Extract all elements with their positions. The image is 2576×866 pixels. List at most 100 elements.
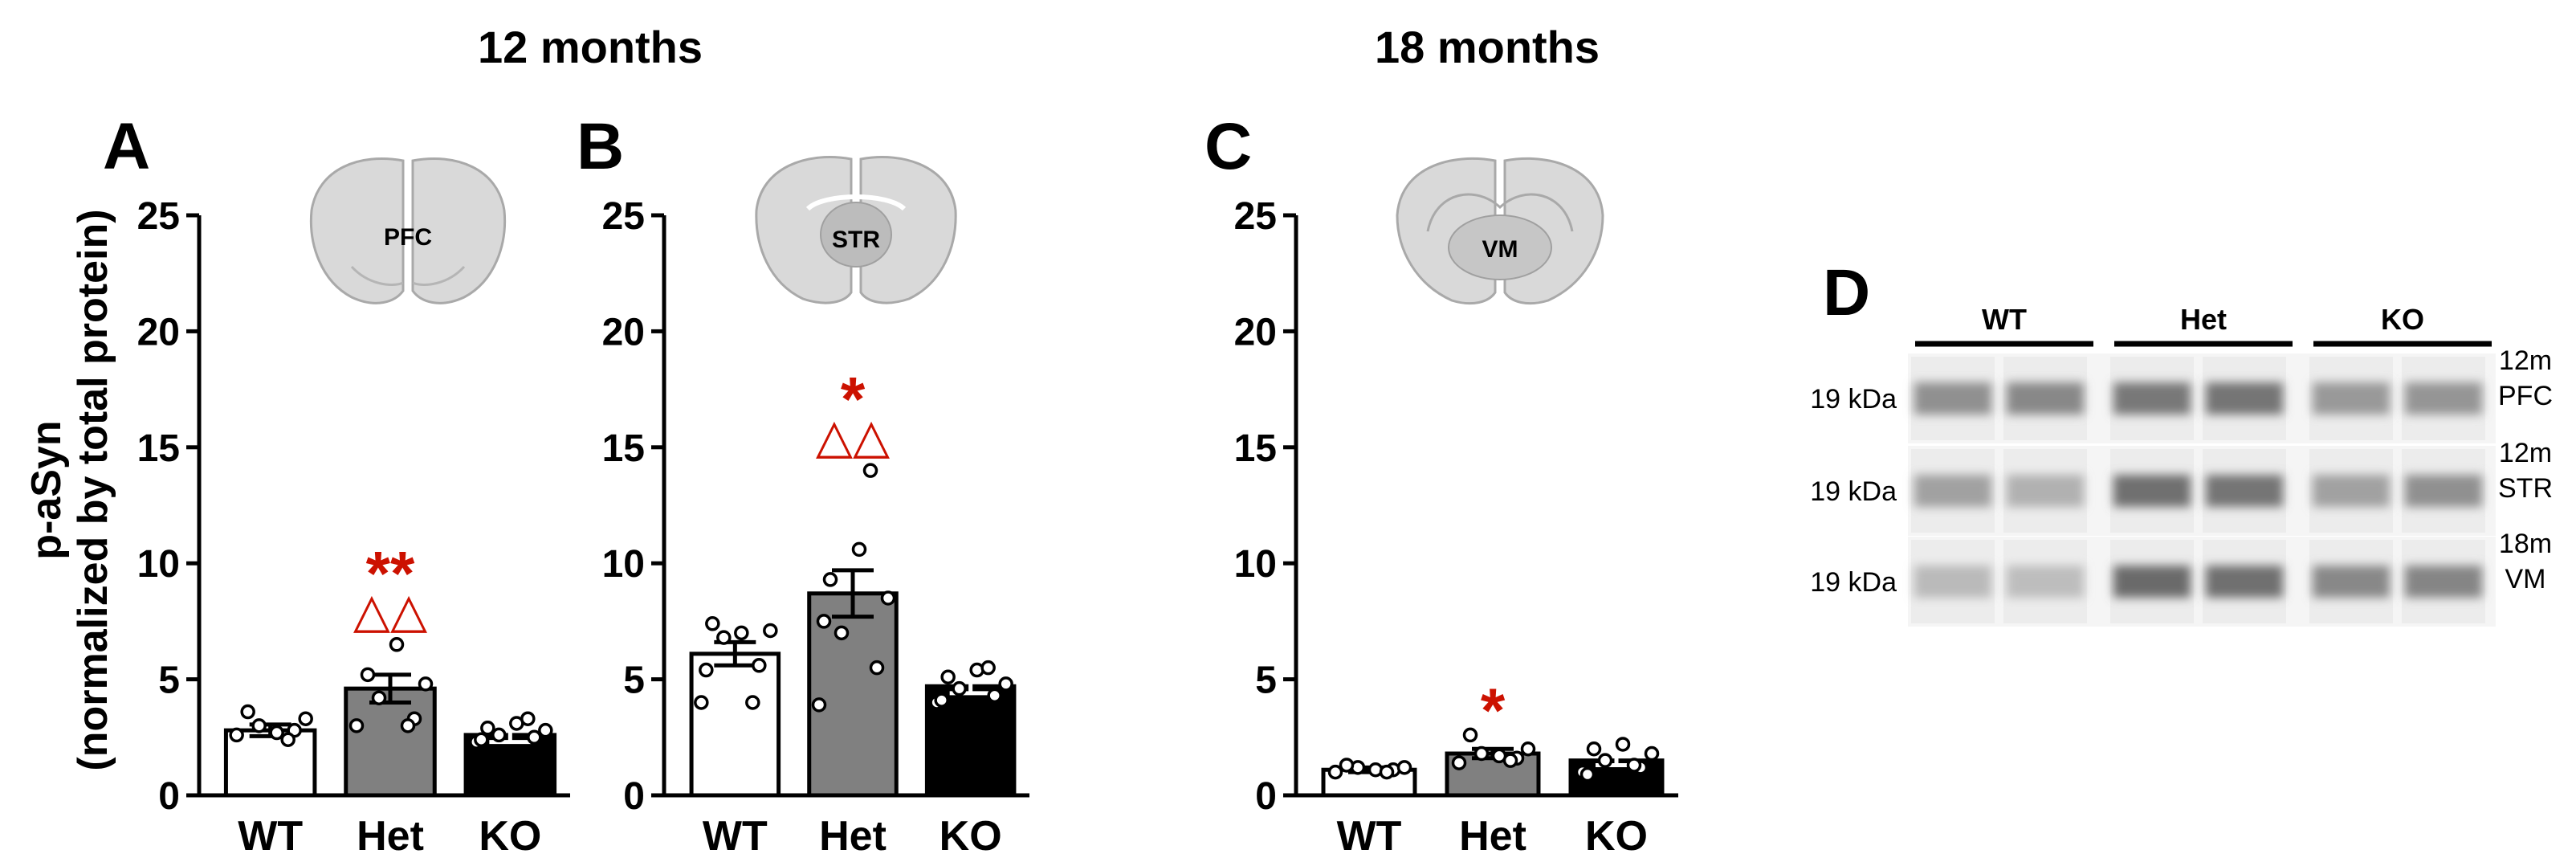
data-point [240, 704, 255, 720]
data-point [491, 727, 507, 743]
data-point [734, 625, 749, 641]
data-point [952, 680, 967, 696]
y-axis-label: p-aSyn (normalized by total protein) [23, 209, 116, 770]
data-point [280, 732, 296, 747]
y-tick-label: 25 [602, 195, 645, 238]
x-tick-label: KO [1585, 813, 1648, 860]
blot-band [2007, 475, 2084, 507]
data-point [1339, 758, 1355, 773]
data-point [480, 720, 495, 736]
data-point [1462, 727, 1478, 743]
blot-band [2405, 566, 2482, 598]
blot-marker-label: 19 kDa [1810, 384, 1897, 415]
data-point [1586, 741, 1602, 757]
y-tick-label: 10 [1234, 543, 1277, 586]
panel-letter: B [577, 110, 624, 183]
y-tick-label: 0 [1255, 775, 1277, 818]
data-point [360, 667, 376, 683]
significance-asterisks: ** [366, 537, 415, 608]
y-tick-label: 15 [137, 427, 180, 470]
data-point [822, 572, 838, 587]
blot-region-label: VM [2505, 564, 2546, 594]
panel-d: D WT Het KO 19 kDa 12m PFC 19 kDa 12m STR 19 kDa 1… [1810, 256, 2553, 627]
data-point [1379, 764, 1395, 780]
data-point [705, 616, 720, 631]
data-point [527, 729, 542, 745]
y-tick-label: 15 [602, 427, 645, 470]
data-point [229, 727, 244, 743]
panel-letter: C [1204, 110, 1252, 183]
bar-het [344, 686, 437, 798]
data-point [1396, 760, 1412, 775]
y-tick-label: 5 [623, 660, 645, 702]
blot-group-label: KO [2381, 303, 2424, 336]
blot-band [1914, 475, 1991, 507]
y-tick-label: 20 [137, 311, 180, 353]
y-axis-label-line2: (normalized by total protein) [70, 209, 116, 770]
blot-age-label: 12m [2499, 438, 2552, 468]
x-tick-label: Het [357, 813, 424, 860]
data-point [389, 637, 405, 652]
data-point [348, 718, 365, 733]
y-tick-label: 25 [1234, 195, 1277, 238]
blot-band [2405, 382, 2482, 415]
panel-b: B STR 0 5 10 15 20 25 WT Het △△* KO [577, 110, 1029, 860]
blot-group-label: WT [1982, 303, 2027, 336]
blot-group-label: Het [2180, 303, 2227, 336]
data-point [987, 688, 1002, 704]
blot-band [1914, 566, 1991, 598]
significance-asterisks: * [1481, 675, 1506, 745]
data-point [1579, 766, 1596, 782]
y-tick-label: 5 [158, 660, 180, 702]
blot-marker-label: 19 kDa [1810, 567, 1897, 598]
x-tick-label: WT [703, 813, 768, 860]
data-point [694, 695, 709, 710]
x-tick-label: Het [819, 813, 887, 860]
blot-band [2313, 382, 2390, 415]
x-tick-label: KO [940, 813, 1002, 860]
data-point [1644, 745, 1660, 762]
blot-band [2313, 566, 2390, 598]
data-point [1502, 753, 1518, 768]
data-point [763, 623, 778, 639]
data-point [1473, 745, 1490, 762]
data-point [745, 695, 760, 710]
data-point [298, 711, 313, 726]
header-12-months: 12 months [478, 22, 703, 72]
x-tick-label: KO [479, 813, 541, 860]
x-tick-label: WT [1337, 813, 1402, 860]
y-tick-label: 10 [602, 543, 645, 586]
data-point [862, 463, 878, 478]
panel-a: A PFC 0 5 10 15 20 25 WT Het △△** KO [103, 110, 570, 860]
data-point [752, 658, 767, 673]
data-point [940, 669, 956, 684]
data-point [834, 625, 850, 641]
data-point [400, 718, 416, 733]
data-point [371, 690, 387, 705]
blot-band [2113, 475, 2191, 507]
data-point [1451, 755, 1467, 770]
y-axis-label-line1: p-aSyn [23, 420, 70, 559]
western-blot: WT Het KO 19 kDa 12m PFC 19 kDa 12m STR 19 kDa 18m… [1810, 303, 2553, 627]
blot-band [2206, 475, 2283, 507]
y-tick-label: 20 [602, 311, 645, 353]
data-point [474, 732, 489, 747]
header-18-months: 18 months [1375, 22, 1600, 72]
data-point [1327, 764, 1343, 780]
y-tick-label: 5 [1255, 660, 1277, 702]
brain-icon [1396, 157, 1604, 305]
bar-chart-b: 0 5 10 15 20 25 WT Het △△* KO [602, 195, 1029, 860]
data-point [998, 676, 1013, 692]
brain-region-label: PFC [384, 224, 432, 251]
panel-letter: D [1823, 256, 1870, 329]
blot-band [2007, 382, 2084, 415]
data-point [1520, 741, 1536, 757]
data-point [716, 630, 732, 645]
data-point [816, 614, 832, 629]
brain-icon [755, 156, 957, 304]
significance-triangles: △△ [353, 582, 427, 639]
blot-marker-label: 19 kDa [1810, 476, 1897, 507]
data-point [418, 676, 434, 692]
data-point [851, 541, 867, 558]
blot-band [2113, 382, 2191, 415]
